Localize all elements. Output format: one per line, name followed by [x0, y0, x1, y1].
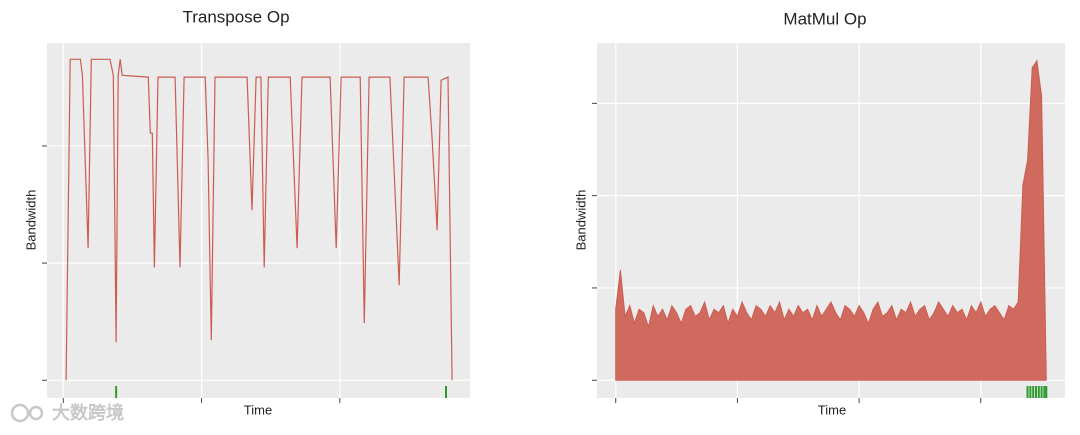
chart-title: MatMul Op: [783, 9, 866, 28]
x-axis-label: Time: [818, 402, 846, 417]
watermark-icon: [28, 405, 44, 421]
watermark: 大数跨境: [10, 402, 124, 423]
watermark-text: 大数跨境: [52, 402, 124, 423]
chart: MatMul Op Bandwidth Time: [573, 9, 1065, 417]
y-axis-label: Bandwidth: [573, 190, 588, 251]
y-axis-label: Bandwidth: [23, 190, 38, 251]
plot-panel: [47, 43, 470, 398]
chart: Transpose Op Bandwidth Time: [23, 7, 470, 417]
watermark-icon: [10, 403, 30, 423]
area: [615, 59, 1047, 381]
line: [65, 58, 453, 381]
x-axis-label: Time: [244, 402, 272, 417]
chart-title: Transpose Op: [182, 7, 289, 26]
